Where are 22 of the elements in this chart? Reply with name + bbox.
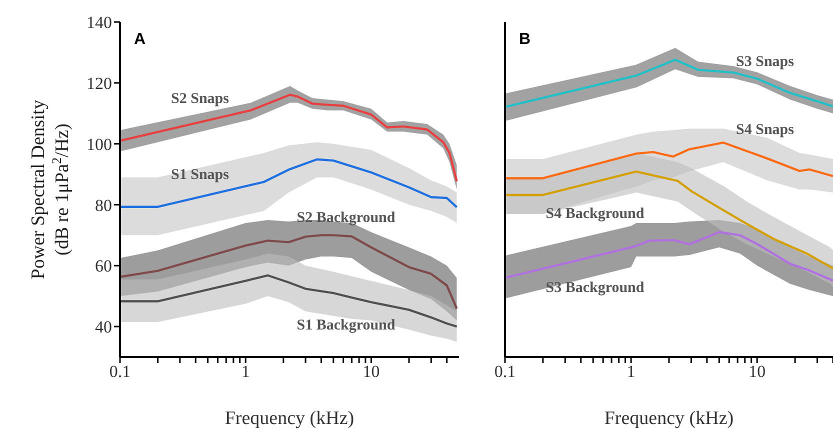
y-tick-label: 40 [95,318,112,337]
x-tick-label: 10 [748,362,766,382]
x-tick-label: 1 [626,362,636,382]
y-tick-label: 100 [86,134,112,154]
series-label: S1 Background [296,317,396,334]
x-tick-label: 1 [241,362,250,382]
x-axis-title: Frequency (kHz) [224,408,354,429]
x-tick-label: 0.1 [109,362,131,382]
x-tick-label: 10 [362,362,380,382]
series-label: S4 Background [546,206,645,222]
y-tick-label: 60 [95,256,112,276]
series-label: S3 Snaps [736,54,794,70]
y-tick-label: 140 [86,13,112,32]
y-tick-label: 80 [95,196,112,215]
series-label: S1 Snaps [171,166,230,183]
x-axis-title: Frequency (kHz) [604,408,734,429]
y-tick-label: 120 [86,74,112,93]
x-tick-label: 0.1 [494,362,516,382]
series-label: S2 Snaps [171,90,230,107]
series-label: S4 Snaps [736,122,794,138]
text: B [519,31,531,49]
text: A [134,31,146,49]
